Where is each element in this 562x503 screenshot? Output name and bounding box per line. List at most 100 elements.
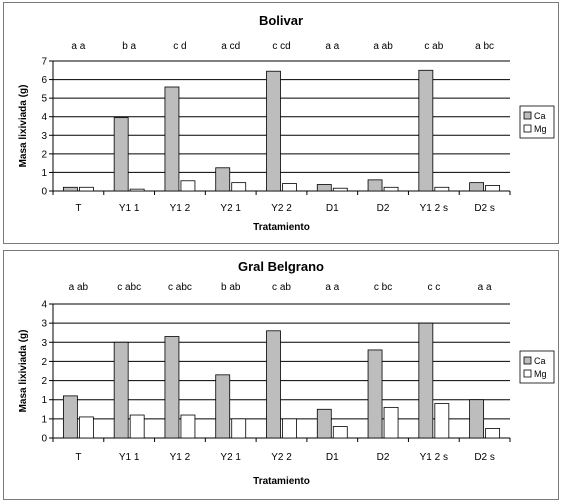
legend-label-ca: Ca [534, 111, 546, 121]
bar-mg [383, 406, 399, 439]
bar-mg [180, 414, 196, 439]
y-axis-label: Masa lixiviada (g) [18, 85, 29, 168]
bar-mg [129, 188, 145, 192]
x-tick-label: D2 s [474, 452, 495, 463]
y-tick-label: 6 [41, 75, 47, 86]
significance-letters: a cd [221, 41, 240, 52]
bar-ca [113, 341, 129, 439]
x-tick-label: Y1 1 [119, 452, 140, 463]
bar-ca [215, 167, 231, 192]
bar-mg [282, 418, 297, 439]
significance-letters: a a [71, 41, 85, 52]
significance-letters: a ab [69, 282, 89, 293]
significance-letters: c abc [168, 282, 192, 293]
bar-ca [418, 322, 434, 439]
significance-letters: b ab [221, 282, 241, 293]
legend-label-ca: Ca [534, 356, 546, 366]
bar-ca [316, 184, 332, 192]
y-tick-label: 3 [41, 131, 47, 142]
y-tick-label: 2 [41, 376, 47, 387]
x-tick-label: D2 [377, 203, 390, 214]
y-tick-label: 1 [41, 168, 47, 179]
x-tick-label: Y1 1 [119, 203, 140, 214]
bar-ca [469, 399, 485, 439]
significance-letters: a a [325, 41, 339, 52]
x-axis-label: Tratamiento [253, 476, 310, 487]
x-tick-label: T [75, 203, 81, 214]
significance-letters: b a [122, 41, 136, 52]
y-axis-label: Masa lixiviada (g) [18, 330, 29, 413]
chart-title: Bolivar [259, 13, 303, 28]
bar-mg [231, 182, 247, 192]
chart-title: Gral Belgrano [238, 259, 324, 274]
x-tick-label: Y2 2 [271, 203, 292, 214]
legend-swatch-mg [523, 124, 532, 133]
bar-ca [418, 69, 434, 192]
bar-mg [332, 187, 348, 192]
bar-mg [231, 418, 247, 439]
x-axis-label: Tratamiento [253, 222, 310, 233]
y-tick-label: 2 [41, 149, 47, 160]
significance-letters: a a [478, 282, 492, 293]
legend-box [519, 350, 555, 384]
x-tick-label: D2 [377, 452, 390, 463]
x-tick-label: Y2 1 [220, 452, 241, 463]
bar-mg [383, 186, 399, 192]
x-tick-label: Y1 2 s [420, 203, 448, 214]
bar-mg [434, 186, 450, 192]
chart-gral-belgrano: Gral Belgrano 0 1 1 2 2 3 3 4 Ta ab Y1 1 c abc Y1 2 c… [18, 259, 555, 487]
significance-letters: c c [427, 282, 440, 293]
y-tick-label: 2 [41, 357, 47, 368]
bar-ca [469, 182, 485, 192]
legend-label-mg: Mg [534, 124, 547, 134]
bar-ca [266, 70, 281, 192]
bar-ca [316, 408, 332, 439]
x-tick-label: D2 s [474, 203, 495, 214]
bar-ca [62, 186, 78, 192]
y-tick-label: 1 [41, 395, 47, 406]
bar-mg [485, 185, 501, 192]
bar-ca [215, 374, 231, 439]
y-tick-label: 0 [41, 187, 47, 198]
significance-letters: c d [173, 41, 186, 52]
x-tick-label: Y1 2 [170, 203, 191, 214]
bar-mg [78, 416, 94, 439]
x-tick-label: T [75, 452, 81, 463]
legend-swatch-mg [523, 369, 532, 378]
significance-letters: c bc [374, 282, 392, 293]
bar-mg [332, 426, 348, 439]
x-tick-label: Y2 1 [220, 203, 241, 214]
chart-bolivar: Bolivar 0 1 2 3 4 5 6 7 Ta a Y1 1 b a Y1 2 c d Y2 1 a c… [18, 13, 555, 233]
x-tick-label: D1 [326, 452, 339, 463]
x-tick-label: Y1 2 s [420, 452, 448, 463]
significance-letters: c abc [117, 282, 141, 293]
y-tick-label: 4 [41, 112, 47, 123]
legend-swatch-ca [523, 356, 532, 365]
legend-label-mg: Mg [534, 369, 547, 379]
bar-ca [367, 349, 383, 439]
y-tick-label: 3 [41, 338, 47, 349]
bar-ca [164, 86, 180, 192]
bar-mg [434, 403, 450, 439]
x-tick-label: Y2 2 [271, 452, 292, 463]
bar-mg [180, 180, 196, 192]
x-tick-label: D1 [326, 203, 339, 214]
significance-letters: a ab [373, 41, 393, 52]
y-tick-label: 7 [41, 57, 47, 68]
bar-ca [62, 395, 78, 439]
bar-mg [485, 428, 501, 439]
significance-letters: a bc [475, 41, 494, 52]
bar-mg [129, 414, 145, 439]
y-tick-label: 1 [41, 414, 47, 425]
x-tick-label: Y1 2 [170, 452, 191, 463]
bar-ca [367, 179, 383, 192]
bar-ca [113, 117, 129, 192]
significance-letters: c ab [424, 41, 443, 52]
bar-mg [282, 183, 297, 192]
bar-mg [78, 186, 94, 192]
significance-letters: c ab [272, 282, 291, 293]
significance-letters: c cd [272, 41, 290, 52]
y-tick-label: 3 [41, 319, 47, 330]
